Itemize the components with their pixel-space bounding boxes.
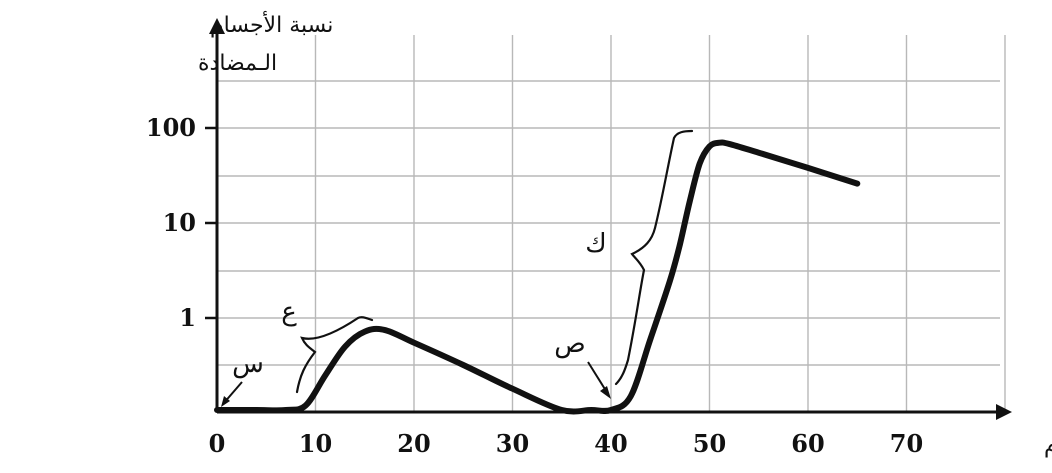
y-tick-label: 1 — [179, 303, 196, 332]
annotation-ain: ع — [281, 297, 374, 394]
antibody-curve — [214, 139, 861, 415]
x-tick-label: 10 — [299, 429, 332, 458]
annotation-kaf-brace — [614, 129, 694, 386]
annotation-kaf: ك — [585, 129, 694, 386]
annotation-ain-label: ع — [281, 297, 297, 327]
annotation-seen-arrowhead — [221, 396, 230, 407]
x-tick-label: 40 — [594, 429, 627, 458]
x-tick-label: 20 — [397, 429, 430, 458]
x-tick-label: 50 — [693, 429, 726, 458]
annotation-seen-label: س — [232, 349, 264, 379]
tick-labels: 0 10 20 30 40 50 60 70 1 10 100 — [146, 113, 923, 458]
y-axis-title-line2: الـمضادة — [198, 51, 277, 76]
y-tick-label: 100 — [146, 113, 196, 142]
y-axis-title-line1: نسبة الأجسام — [210, 11, 333, 38]
annotation-ain-brace — [295, 316, 374, 394]
y-axis-arrowhead — [209, 18, 225, 34]
x-tick-label: 70 — [890, 429, 923, 458]
x-tick-label: 30 — [496, 429, 529, 458]
annotation-sad-arrowhead — [600, 386, 611, 399]
annotation-sad: ص — [554, 329, 611, 399]
grid — [217, 35, 1006, 412]
x-axis-arrowhead — [996, 404, 1012, 420]
annotation-seen: س — [221, 349, 264, 407]
annotation-sad-label: ص — [554, 329, 585, 359]
x-tick-label: 60 — [791, 429, 824, 458]
x-axis-title: الأيام — [1044, 431, 1052, 458]
x-tick-label: 0 — [209, 429, 226, 458]
annotation-kaf-label: ك — [585, 229, 606, 259]
y-tick-label: 10 — [163, 208, 196, 237]
